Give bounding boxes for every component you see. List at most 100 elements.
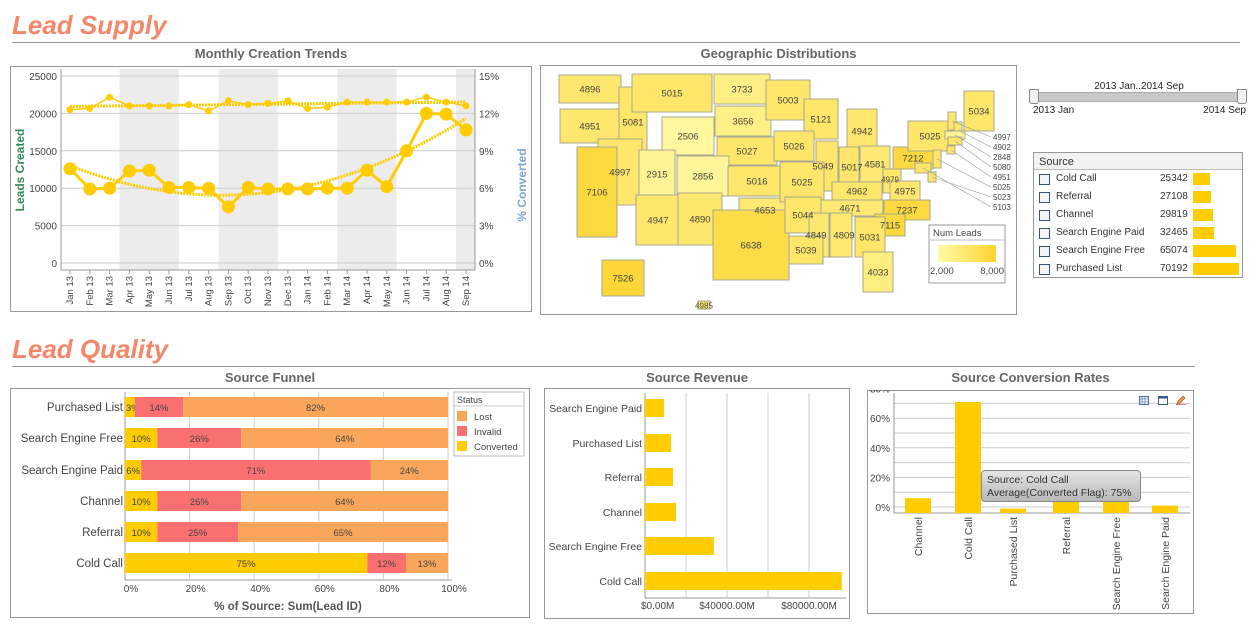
x-tick-label: May 13 — [144, 276, 155, 307]
conversion-chart[interactable]: 0% 20% 40% 60% 80% Channel Cold Call Purchased … — [867, 390, 1194, 614]
map-legend-min: 2,000 — [930, 266, 954, 277]
map-state-value: 3733 — [731, 85, 752, 96]
legend-swatch — [457, 426, 467, 436]
grid-icon[interactable] — [1139, 396, 1149, 405]
checkbox[interactable] — [1039, 174, 1050, 185]
checkbox[interactable] — [1039, 192, 1050, 203]
tooltip: Source: Cold Call Average(Converted Flag… — [981, 470, 1141, 502]
converted-point — [442, 98, 450, 106]
source-label: Channel — [1056, 209, 1094, 220]
map-legend-gradient — [938, 245, 996, 262]
x-tick-label: Aug 14 — [441, 276, 452, 306]
segment-label: 71% — [246, 466, 266, 477]
funnel-chart[interactable]: 0% 20% 40% 60% 80% 100% Purchased List 3% 14% 82%… — [10, 388, 530, 618]
leads-point — [221, 200, 235, 214]
source-filter-item[interactable]: Search Engine Paid 32465 — [1034, 224, 1242, 242]
funnel-segment-converted — [125, 553, 368, 573]
map-state — [712, 209, 790, 281]
conversion-bar — [955, 402, 981, 513]
x-tick-label: Aug 13 — [204, 276, 215, 306]
map-state-value: 4951 — [579, 122, 600, 133]
slider-handle-end[interactable] — [1237, 89, 1247, 104]
x-tick-label: 100% — [441, 584, 467, 595]
map-state-value: 5044 — [792, 211, 813, 222]
chart-title-trends: Monthly Creation Trends — [194, 46, 348, 61]
converted-point — [185, 101, 193, 109]
conversion-panel — [867, 390, 1194, 614]
checkbox[interactable] — [1039, 264, 1050, 275]
map-state-value: 5034 — [968, 107, 989, 118]
funnel-segment-converted — [125, 522, 158, 542]
window-icon[interactable] — [1158, 396, 1168, 405]
map-state-value: 5025 — [919, 132, 940, 143]
x-tick-label: Jul 14 — [421, 276, 432, 301]
map-state — [601, 259, 645, 297]
map-state-value: 7526 — [612, 274, 633, 285]
funnel-segment-invalid — [157, 428, 242, 448]
source-filter-item[interactable]: Cold Call 25342 — [1034, 170, 1242, 188]
map-callout-line — [951, 120, 992, 138]
checkbox[interactable] — [1039, 210, 1050, 221]
map-callout-line — [936, 158, 992, 188]
segment-label: 24% — [400, 466, 420, 477]
converted-point — [66, 106, 74, 114]
funnel-segment-converted — [125, 491, 158, 511]
revenue-chart[interactable]: $0.00M $40000.00M $80000.00M Search Engine … — [544, 388, 850, 619]
y-tick-label: 10000 — [29, 184, 57, 195]
quarter-band — [456, 69, 475, 270]
edit-icon[interactable] — [1176, 396, 1186, 405]
converted-point — [205, 107, 213, 115]
us-map[interactable]: 4896 4951 5081 5015 2506 3733 3656 5027 4997 2915… — [540, 65, 1017, 315]
map-legend-max: 8,000 — [980, 266, 1004, 277]
converted-point — [165, 102, 173, 110]
x-tick-label: May 14 — [382, 276, 393, 307]
segment-label: 82% — [306, 403, 326, 414]
chart-title-geo: Geographic Distributions — [700, 46, 857, 61]
trend-chart[interactable]: 0 0%5000 3%10000 6%15000 9%20000 12%25000 15% … — [10, 66, 532, 312]
revenue-bar — [645, 572, 842, 590]
chart-title-conversion: Source Conversion Rates — [951, 370, 1110, 385]
divider — [12, 42, 1240, 43]
source-filter-item[interactable]: Purchased List 70192 — [1034, 260, 1242, 278]
checkbox[interactable] — [1039, 228, 1050, 239]
map-state — [661, 116, 715, 156]
legend-label: Converted — [474, 442, 518, 453]
x-tick-label: Apr 14 — [362, 276, 373, 304]
map-state-value: 5025 — [993, 183, 1011, 192]
funnel-segment-lost — [241, 428, 448, 448]
source-filter-item[interactable]: Referral 27108 — [1034, 188, 1242, 206]
x-tick-label: 60% — [315, 584, 335, 595]
map-state-value: 4997 — [993, 133, 1011, 142]
date-range-slider[interactable] — [1034, 92, 1244, 102]
y-tick-label: 0 — [51, 259, 57, 270]
y2-tick-label: 12% — [479, 109, 499, 120]
source-count: 27108 — [1160, 191, 1188, 202]
slider-handle-start[interactable] — [1029, 89, 1039, 104]
source-count: 25342 — [1160, 173, 1188, 184]
x-tick-label: Channel — [913, 517, 925, 556]
checkbox[interactable] — [1039, 246, 1050, 257]
map-state-value: 4033 — [867, 268, 888, 279]
source-filter-list: Source Cold Call 25342 Referral 27108 Channe… — [1033, 152, 1243, 278]
source-count-bar — [1193, 173, 1210, 185]
source-filter-item[interactable]: Search Engine Free 65074 — [1034, 242, 1242, 260]
x-tick-label: Search Engine Free — [1111, 517, 1123, 611]
map-state-value: 5121 — [810, 115, 831, 126]
leads-point — [103, 181, 117, 195]
y-tick-label: 20% — [870, 473, 890, 484]
slider-max-label: 2014 Sep — [1203, 105, 1246, 116]
y-tick-label: 60% — [870, 414, 890, 425]
y2-tick-label: 3% — [479, 222, 494, 233]
source-filter-item[interactable]: Channel 29819 — [1034, 206, 1242, 224]
map-state — [773, 130, 815, 162]
map-callout-line — [922, 167, 992, 208]
leads-point — [380, 180, 394, 194]
map-state-value: 5081 — [622, 118, 643, 129]
map-state-value: 4997 — [609, 168, 630, 179]
funnel-segment-lost — [238, 522, 448, 542]
map-state-value: 7212 — [902, 154, 923, 165]
map-state-value: 4809 — [833, 231, 854, 242]
source-count-bar — [1193, 209, 1213, 221]
leads-point — [320, 181, 334, 195]
revenue-bar — [645, 503, 676, 521]
